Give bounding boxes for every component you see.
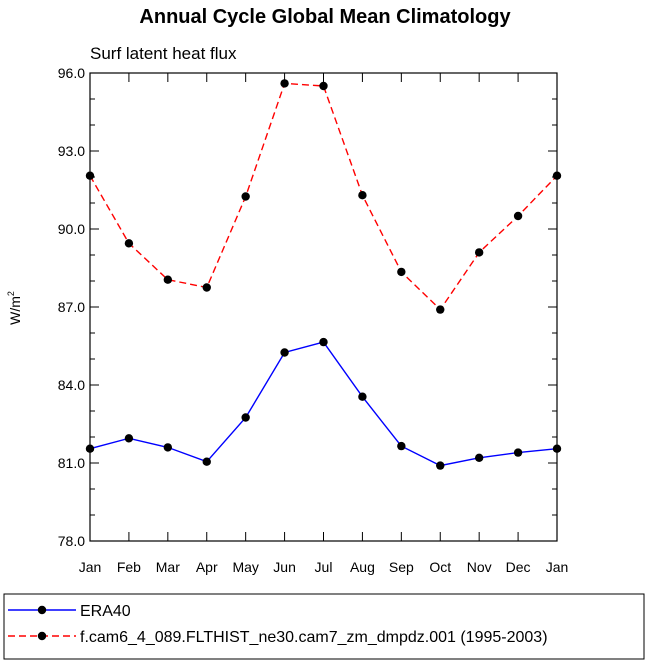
series-0-point bbox=[397, 441, 406, 451]
y-tick-label: 90.0 bbox=[58, 221, 85, 237]
series-0-point bbox=[552, 444, 562, 453]
y-tick-label: 81.0 bbox=[58, 455, 85, 471]
series-1-point bbox=[358, 191, 367, 200]
y-tick-label: 93.0 bbox=[58, 143, 85, 159]
series-1-point bbox=[124, 239, 134, 248]
y-axis-label-superscript: 2 bbox=[6, 291, 16, 296]
series-0-point bbox=[124, 434, 134, 443]
series-0-point bbox=[85, 444, 95, 453]
x-tick-label: Apr bbox=[196, 559, 218, 575]
axes: 78.0 81.0 84.0 87.0 90.0 93.0 96.0 Jan Feb Mar Apr… bbox=[58, 65, 569, 575]
x-tick-label: Jun bbox=[273, 559, 296, 575]
y-axis-label-text: W/m bbox=[7, 296, 23, 325]
x-tick-label: May bbox=[232, 559, 258, 575]
chart-title: Annual Cycle Global Mean Climatology bbox=[139, 6, 511, 28]
series-line-0 bbox=[89, 341, 558, 467]
series-0-point bbox=[202, 457, 211, 466]
series-1-point bbox=[202, 283, 211, 292]
x-tick-label: Sep bbox=[389, 559, 414, 575]
series-1-point bbox=[319, 81, 328, 91]
y-tick-label: 78.0 bbox=[58, 533, 85, 549]
series-1-point bbox=[163, 275, 173, 284]
series-1-point bbox=[513, 211, 523, 221]
x-tick-label: Oct bbox=[429, 559, 451, 575]
x-tick-label: Jul bbox=[315, 559, 333, 575]
series-1-point bbox=[552, 171, 562, 180]
x-tick-label: Nov bbox=[467, 559, 492, 575]
legend-marker-0 bbox=[37, 605, 47, 615]
series-0-point bbox=[280, 348, 289, 357]
x-tick-label: Dec bbox=[506, 559, 531, 575]
series-0-point bbox=[358, 392, 367, 401]
x-tick-label: Jan bbox=[546, 559, 569, 575]
legend-marker-1 bbox=[37, 631, 47, 641]
series-0-point bbox=[474, 453, 484, 462]
series-0-point bbox=[163, 443, 173, 452]
x-tick-label: Feb bbox=[117, 559, 141, 575]
series-line-1 bbox=[89, 82, 558, 311]
series-1-point bbox=[397, 267, 406, 277]
legend-box bbox=[3, 593, 645, 660]
legend-label-1: f.cam6_4_089.FLTHIST_ne30.cam7_zm_dmpdz.… bbox=[80, 629, 548, 646]
series-1-point bbox=[436, 305, 445, 314]
series-0-point bbox=[513, 448, 523, 457]
series-1-point bbox=[241, 192, 250, 201]
y-tick-label: 84.0 bbox=[58, 377, 85, 393]
y-tick-label: 96.0 bbox=[58, 65, 85, 81]
series-layer bbox=[85, 79, 562, 470]
series-1-point bbox=[85, 171, 95, 180]
legend-label-0: ERA40 bbox=[80, 603, 131, 620]
x-tick-label: Jan bbox=[79, 559, 102, 575]
chart-subtitle: Surf latent heat flux bbox=[90, 44, 237, 63]
x-tick-label: Aug bbox=[350, 559, 375, 575]
x-tick-label: Mar bbox=[156, 559, 180, 575]
legend: ERA40 f.cam6_4_089.FLTHIST_ne30.cam7_zm_d… bbox=[8, 603, 548, 646]
series-0-point bbox=[436, 461, 445, 470]
y-axis-label: W/m2 bbox=[6, 291, 23, 325]
series-0-point bbox=[241, 413, 250, 422]
series-0-point bbox=[319, 337, 328, 347]
series-1-point bbox=[474, 248, 484, 257]
plot-frame bbox=[89, 72, 558, 542]
series-1-point bbox=[280, 79, 289, 88]
y-tick-label: 87.0 bbox=[58, 299, 85, 315]
